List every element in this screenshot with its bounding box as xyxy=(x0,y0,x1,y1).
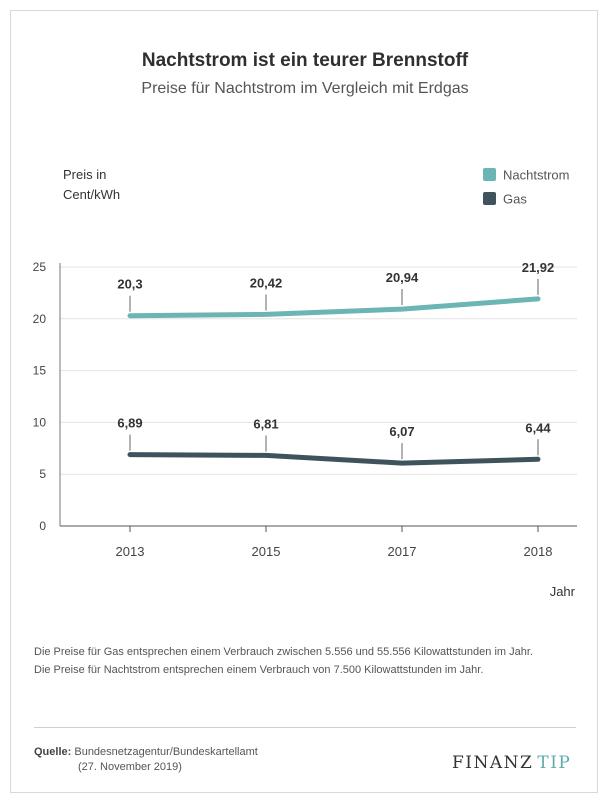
source-text: Bundesnetzagentur/Bundeskartellamt xyxy=(74,746,258,758)
line-chart: 0 5 10 15 20 25 2013 2015 2017 2018 Preis in Cent/k… xyxy=(33,167,577,599)
footer-divider xyxy=(34,727,576,728)
chart-frame xyxy=(10,10,598,793)
x-tick-label: 2013 xyxy=(116,544,145,559)
data-label: 20,94 xyxy=(386,270,419,285)
data-label: 6,89 xyxy=(117,416,142,431)
source-date: (27. November 2019) xyxy=(78,761,182,773)
data-label: 6,44 xyxy=(525,420,551,435)
y-axis-title-line: Preis in xyxy=(63,167,106,182)
series-line-1 xyxy=(127,452,541,466)
data-label: 6,81 xyxy=(253,416,278,431)
y-axis-title-line: Cent/kWh xyxy=(63,187,120,202)
logo-part-finanz: FINANZ xyxy=(452,753,534,773)
data-label: 6,07 xyxy=(389,424,414,439)
legend-swatch xyxy=(483,192,496,205)
chart-subtitle: Preise für Nachtstrom im Vergleich mit E… xyxy=(141,80,469,97)
finanztip-logo: FINANZ TIP xyxy=(452,753,571,773)
y-tick-label: 5 xyxy=(39,467,46,481)
y-tick-label: 25 xyxy=(33,260,47,274)
legend-label: Nachtstrom xyxy=(503,168,569,183)
y-tick-label: 0 xyxy=(39,519,46,533)
data-label: 20,42 xyxy=(250,275,283,290)
x-tick-label: 2017 xyxy=(388,544,417,559)
chart-title: Nachtstrom ist ein teurer Brennstoff xyxy=(141,50,469,71)
legend-label: Gas xyxy=(503,192,527,207)
data-label: 21,92 xyxy=(522,260,555,275)
data-label: 20,3 xyxy=(117,277,142,292)
source-label: Quelle: xyxy=(34,746,72,758)
y-tick-label: 15 xyxy=(33,364,47,378)
footnote-gas: Die Preise für Gas entsprechen einem Ver… xyxy=(34,646,533,658)
footnote-nachtstrom: Die Preise für Nachtstrom entsprechen ei… xyxy=(34,664,484,676)
legend-swatch xyxy=(483,168,496,181)
y-tick-label: 10 xyxy=(33,415,47,429)
x-tick-label: 2015 xyxy=(252,544,281,559)
y-tick-label: 20 xyxy=(33,312,47,326)
logo-part-tip: TIP xyxy=(537,753,572,773)
series-line-0 xyxy=(127,296,541,319)
x-axis-title: Jahr xyxy=(550,584,576,599)
source-note: Quelle: Bundesnetzagentur/Bundeskartella… xyxy=(34,745,258,775)
x-tick-label: 2018 xyxy=(524,544,553,559)
